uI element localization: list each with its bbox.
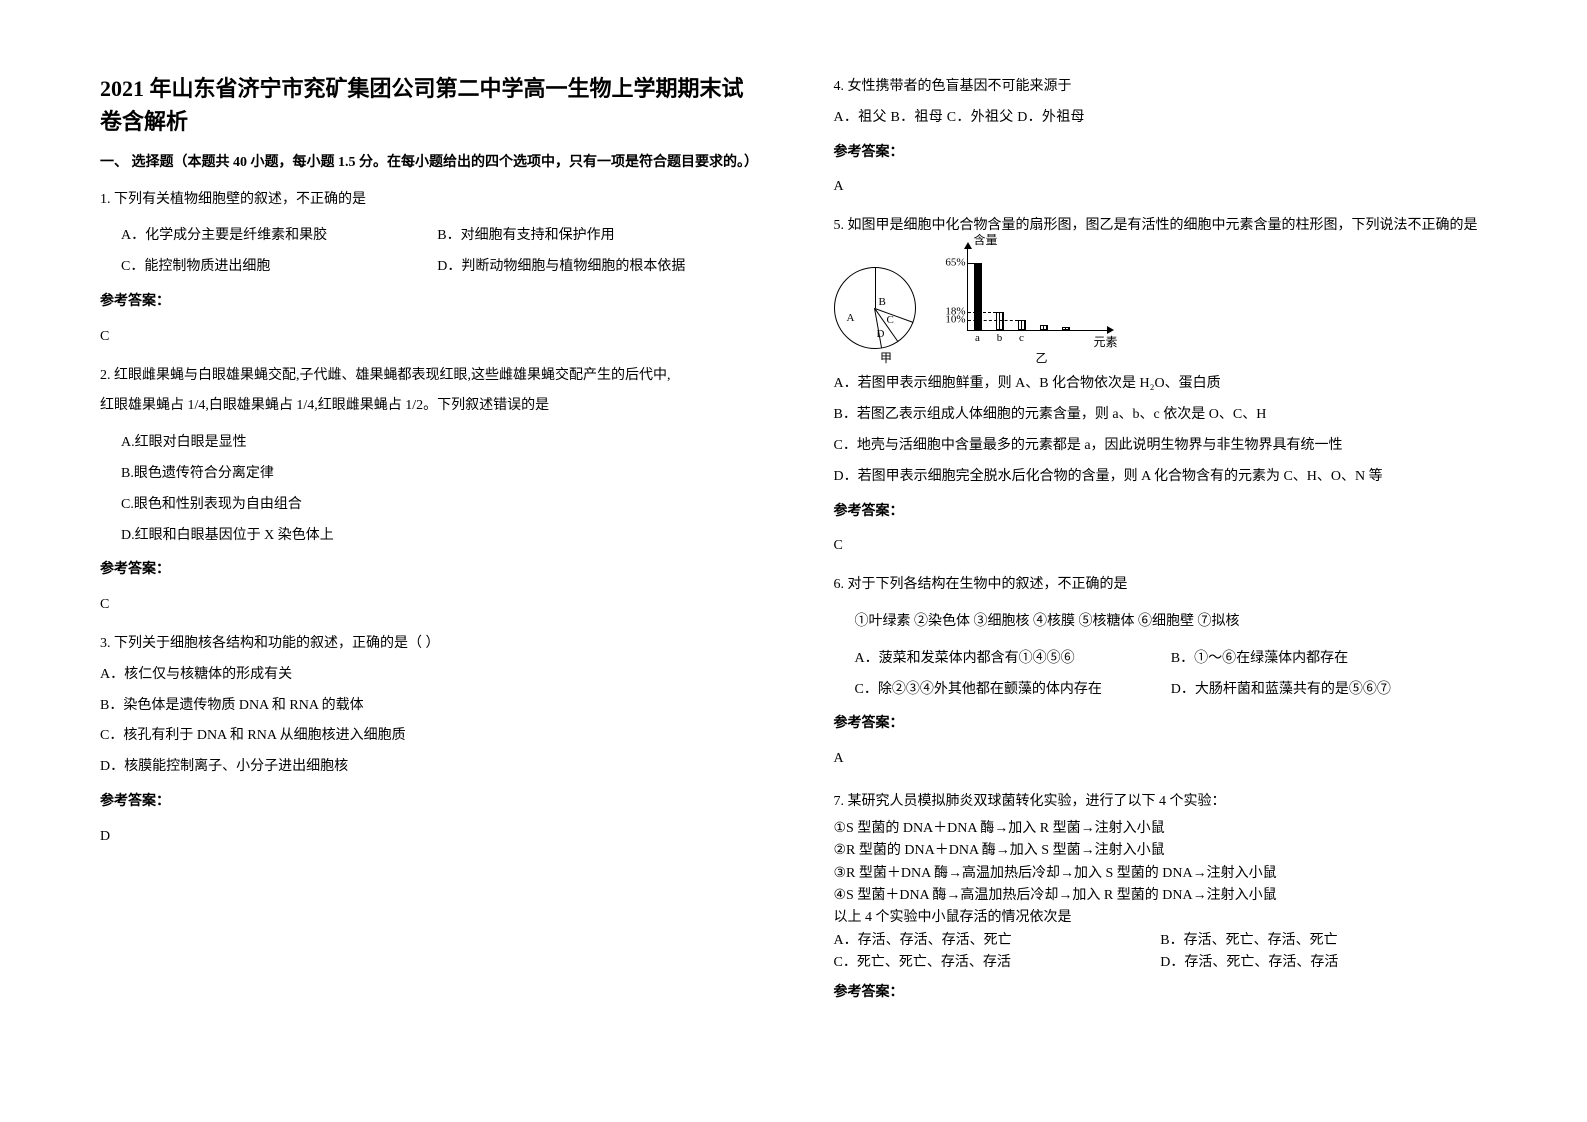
- pie-label-c: C: [887, 308, 894, 332]
- x-tick-label: c: [1019, 333, 1024, 344]
- q6-opt-d: D．大肠杆菌和蓝藻共有的是⑤⑥⑦: [1171, 675, 1487, 706]
- bars-caption: 乙: [967, 351, 1117, 365]
- bar-axes: 含量 元素 65%18%10%abc: [967, 248, 1108, 331]
- pie-circle: A B C D: [834, 267, 916, 349]
- q1-opts-row2: C．能控制物质进出细胞 D．判断动物细胞与植物细胞的根本依据: [100, 252, 754, 283]
- q4-answer-label: 参考答案：: [834, 138, 1488, 169]
- q7-opt-a: A．存活、存活、存活、死亡: [834, 930, 1161, 952]
- pie-label-d: D: [877, 322, 885, 346]
- q2-stem-line2: 红眼雄果蝇占 1/4,白眼雄果蝇占 1/4,红眼雌果蝇占 1/2。下列叙述错误的…: [100, 391, 754, 422]
- q1-answer: C: [100, 322, 754, 353]
- q1-opt-d: D．判断动物细胞与植物细胞的根本依据: [437, 252, 753, 283]
- q2-opt-d: D.红眼和白眼基因位于 X 染色体上: [100, 521, 754, 552]
- q4-options: A．祖父 B．祖母 C．外祖父 D．外祖母: [834, 103, 1488, 134]
- q3-opt-c: C．核孔有利于 DNA 和 RNA 从细胞核进入细胞质: [100, 721, 754, 752]
- q7-stem: 7. 某研究人员模拟肺炎双球菌转化实验，进行了以下 4 个实验：: [834, 787, 1488, 818]
- y-tick-label: 10%: [945, 314, 967, 325]
- q6-opt-c: C．除②③④外其他都在颤藻的体内存在: [855, 675, 1171, 706]
- doc-title: 2021 年山东省济宁市兖矿集团公司第二中学高一生物上学期期末试卷含解析: [100, 72, 754, 138]
- q7-opt-b: B．存活、死亡、存活、死亡: [1160, 930, 1487, 952]
- q6-items: ①叶绿素 ②染色体 ③细胞核 ④核膜 ⑤核糖体 ⑥细胞壁 ⑦拟核: [834, 607, 1488, 638]
- q5-opt-a: A．若图甲表示细胞鲜重，则 A、B 化合物依次是 H₂O、蛋白质: [834, 369, 1488, 400]
- q6-answer: A: [834, 744, 1488, 775]
- bar: [1018, 320, 1026, 330]
- q3-answer: D: [100, 822, 754, 853]
- q5-stem: 5. 如图甲是细胞中化合物含量的扇形图，图乙是有活性的细胞中元素含量的柱形图，下…: [834, 211, 1488, 242]
- q5-opt-d: D．若图甲表示细胞完全脱水后化合物的含量，则 A 化合物含有的元素为 C、H、O…: [834, 462, 1488, 493]
- q3-answer-label: 参考答案：: [100, 787, 754, 818]
- q3-stem: 3. 下列关于细胞核各结构和功能的叙述，正确的是（ ）: [100, 629, 754, 660]
- q3-opt-b: B．染色体是遗传物质 DNA 和 RNA 的载体: [100, 691, 754, 722]
- dash-line: [968, 312, 996, 313]
- dash-line: [968, 320, 1018, 321]
- q2-opt-b: B.眼色遗传符合分离定律: [100, 459, 754, 490]
- q5-bar-chart: 含量 元素 65%18%10%abc 乙: [967, 248, 1117, 365]
- pie-label-a: A: [847, 306, 855, 330]
- q3-opt-a: A．核仁仅与核糖体的形成有关: [100, 660, 754, 691]
- y-axis-title: 含量: [974, 234, 998, 246]
- q5-opt-c: C．地壳与活细胞中含量最多的元素都是 a，因此说明生物界与非生物界具有统一性: [834, 431, 1488, 462]
- q7-line3: ③R 型菌＋DNA 酶→高温加热后冷却→加入 S 型菌的 DNA→注射入小鼠: [834, 863, 1488, 885]
- q5-answer: C: [834, 531, 1488, 562]
- q2-opt-c: C.眼色和性别表现为自由组合: [100, 490, 754, 521]
- q2-stem-line1: 2. 红眼雌果蝇与白眼雄果蝇交配,子代雌、雄果蝇都表现红眼,这些雌雄果蝇交配产生…: [100, 361, 754, 392]
- q6-answer-label: 参考答案：: [834, 709, 1488, 740]
- page: 2021 年山东省济宁市兖矿集团公司第二中学高一生物上学期期末试卷含解析 一、 …: [0, 0, 1587, 1122]
- q6-opt-b: B．①～⑥在绿藻体内都存在: [1171, 644, 1487, 675]
- bar: [996, 312, 1004, 330]
- q4-answer: A: [834, 172, 1488, 203]
- q1-stem: 1. 下列有关植物细胞壁的叙述，不正确的是: [100, 185, 754, 216]
- q6-opt-a: A．菠菜和发菜体内都含有①④⑤⑥: [855, 644, 1171, 675]
- q6-opts-row1: A．菠菜和发菜体内都含有①④⑤⑥ B．①～⑥在绿藻体内都存在: [834, 644, 1488, 675]
- q7-opts-row1: A．存活、存活、存活、死亡 B．存活、死亡、存活、死亡: [834, 930, 1488, 952]
- right-column: 4. 女性携带者的色盲基因不可能来源于 A．祖父 B．祖母 C．外祖父 D．外祖…: [794, 72, 1488, 1074]
- q1-answer-label: 参考答案：: [100, 287, 754, 318]
- q7-line5: 以上 4 个实验中小鼠存活的情况依次是: [834, 907, 1488, 929]
- q7-opt-d: D．存活、死亡、存活、存活: [1160, 952, 1487, 974]
- q7-line2: ②R 型菌的 DNA＋DNA 酶→加入 S 型菌→注射入小鼠: [834, 840, 1488, 862]
- q1-opts-row1: A．化学成分主要是纤维素和果胶 B．对细胞有支持和保护作用: [100, 221, 754, 252]
- q7-answer-label: 参考答案：: [834, 978, 1488, 1009]
- q2-answer: C: [100, 590, 754, 621]
- y-axis-arrow-icon: [964, 242, 972, 249]
- q2-opt-a: A.红眼对白眼是显性: [100, 428, 754, 459]
- q5-opt-b: B．若图乙表示组成人体细胞的元素含量，则 a、b、c 依次是 O、C、H: [834, 400, 1488, 431]
- q6-stem: 6. 对于下列各结构在生物中的叙述，不正确的是: [834, 570, 1488, 601]
- x-axis-title: 元素: [1093, 336, 1117, 348]
- q3-opt-d: D．核膜能控制离子、小分子进出细胞核: [100, 752, 754, 783]
- q1-opt-c: C．能控制物质进出细胞: [121, 252, 437, 283]
- bar: [1040, 325, 1048, 330]
- y-tick-label: 65%: [945, 258, 967, 269]
- q7-opts-row2: C．死亡、死亡、存活、存活 D．存活、死亡、存活、存活: [834, 952, 1488, 974]
- x-axis-arrow-icon: [1107, 326, 1114, 334]
- q7-line1: ①S 型菌的 DNA＋DNA 酶→加入 R 型菌→注射入小鼠: [834, 818, 1488, 840]
- x-tick-label: a: [975, 333, 980, 344]
- q2-answer-label: 参考答案：: [100, 555, 754, 586]
- q7-line4: ④S 型菌＋DNA 酶→高温加热后冷却→加入 R 型菌的 DNA→注射入小鼠: [834, 885, 1488, 907]
- dash-line: [968, 263, 974, 264]
- pie-divider: [875, 267, 876, 308]
- pie-caption: 甲: [834, 351, 939, 365]
- x-tick-label: b: [997, 333, 1003, 344]
- bar: [1062, 327, 1070, 330]
- q6-opts-row2: C．除②③④外其他都在颤藻的体内存在 D．大肠杆菌和蓝藻共有的是⑤⑥⑦: [834, 675, 1488, 706]
- left-column: 2021 年山东省济宁市兖矿集团公司第二中学高一生物上学期期末试卷含解析 一、 …: [100, 72, 794, 1074]
- pie-label-b: B: [879, 290, 886, 314]
- q1-opt-b: B．对细胞有支持和保护作用: [437, 221, 753, 252]
- section-1-heading: 一、 选择题（本题共 40 小题，每小题 1.5 分。在每小题给出的四个选项中，…: [100, 150, 754, 177]
- q5-answer-label: 参考答案：: [834, 497, 1488, 528]
- q4-stem: 4. 女性携带者的色盲基因不可能来源于: [834, 72, 1488, 103]
- q5-figure: A B C D 甲 含量 元素 65%18%10%abc 乙: [834, 248, 1488, 365]
- q1-opt-a: A．化学成分主要是纤维素和果胶: [121, 221, 437, 252]
- q5-pie-chart: A B C D 甲: [834, 267, 939, 365]
- q7-opt-c: C．死亡、死亡、存活、存活: [834, 952, 1161, 974]
